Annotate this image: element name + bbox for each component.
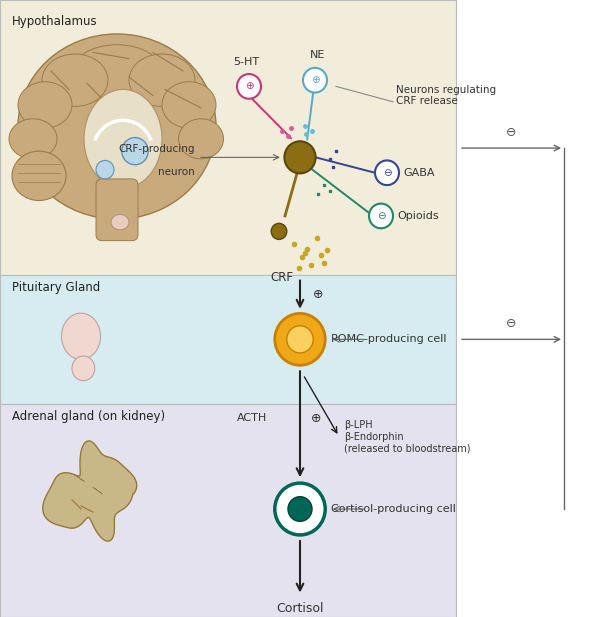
Text: neuron: neuron [158, 167, 195, 176]
Text: NE: NE [310, 51, 326, 60]
Bar [0, 404, 456, 617]
Text: ⊕: ⊕ [245, 81, 253, 91]
FancyBboxPatch shape [96, 179, 138, 241]
Text: Cortisol-producing cell: Cortisol-producing cell [331, 504, 456, 514]
Text: Opioids: Opioids [398, 211, 439, 221]
Text: Pituitary Gland: Pituitary Gland [12, 281, 100, 294]
Circle shape [287, 326, 313, 353]
Ellipse shape [162, 81, 216, 128]
Ellipse shape [42, 54, 108, 107]
Bar [0, 275, 456, 404]
Circle shape [96, 160, 114, 179]
Text: ⊕: ⊕ [313, 288, 324, 301]
Text: Cortisol: Cortisol [276, 602, 324, 615]
Circle shape [303, 68, 327, 93]
Ellipse shape [72, 356, 95, 381]
Text: Neurons regulating
CRF release: Neurons regulating CRF release [396, 85, 496, 107]
Ellipse shape [18, 81, 72, 128]
Text: ⊖: ⊖ [377, 211, 385, 221]
Ellipse shape [62, 313, 101, 359]
Ellipse shape [111, 215, 129, 230]
Text: ⊕: ⊕ [311, 75, 319, 85]
Circle shape [275, 483, 325, 535]
Text: ⊕: ⊕ [311, 412, 322, 424]
Ellipse shape [18, 34, 216, 219]
Ellipse shape [179, 118, 223, 159]
Circle shape [284, 141, 316, 173]
Ellipse shape [129, 54, 195, 107]
Text: β-LPH
β-Endorphin
(released to bloodstream): β-LPH β-Endorphin (released to bloodstre… [344, 420, 470, 453]
Text: Hypothalamus: Hypothalamus [12, 15, 98, 28]
Ellipse shape [84, 89, 162, 188]
Ellipse shape [12, 151, 66, 201]
Text: ⊖: ⊖ [506, 126, 517, 139]
Circle shape [275, 313, 325, 365]
Text: CRF-producing: CRF-producing [119, 144, 195, 154]
Text: GABA: GABA [404, 168, 436, 178]
Circle shape [288, 497, 312, 521]
Text: CRF: CRF [271, 271, 293, 284]
Circle shape [237, 74, 261, 99]
Text: POMC-producing cell: POMC-producing cell [331, 334, 447, 344]
Text: ACTH: ACTH [237, 413, 267, 423]
Circle shape [375, 160, 399, 185]
Circle shape [369, 204, 393, 228]
Text: ⊖: ⊖ [383, 168, 391, 178]
Polygon shape [43, 441, 137, 541]
Text: 5-HT: 5-HT [233, 57, 259, 67]
Bar [0, 0, 456, 275]
Circle shape [122, 138, 148, 165]
Text: Adrenal gland (on kidney): Adrenal gland (on kidney) [12, 410, 165, 423]
Text: ⊖: ⊖ [506, 317, 517, 330]
Circle shape [271, 223, 287, 239]
Ellipse shape [9, 118, 57, 159]
Ellipse shape [71, 45, 163, 103]
